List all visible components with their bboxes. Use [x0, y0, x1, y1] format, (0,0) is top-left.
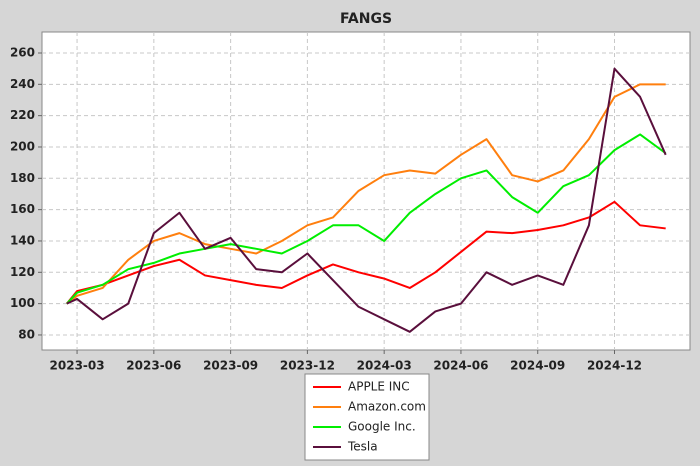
y-tick-label: 260 [10, 45, 35, 59]
y-tick-label: 220 [10, 108, 35, 122]
chart-title: FANGS [340, 11, 392, 27]
y-tick-label: 120 [10, 265, 35, 279]
legend-label: Tesla [347, 440, 378, 454]
legend-label: APPLE INC [348, 380, 410, 394]
y-tick-label: 180 [10, 171, 35, 185]
legend-box [304, 373, 430, 461]
legend-label: Google Inc. [348, 420, 416, 434]
y-tick-label: 140 [10, 233, 35, 247]
y-tick-label: 80 [18, 327, 35, 341]
series-line [66, 67, 667, 333]
series-line [66, 83, 666, 305]
plot-area [41, 31, 691, 351]
legend-label: Amazon.com [348, 400, 426, 414]
x-tick-label: 2024-03 [357, 359, 412, 373]
y-tick-label: 160 [10, 202, 35, 216]
y-tick-label: 240 [10, 77, 35, 91]
y-tick-label: 200 [10, 139, 35, 153]
x-tick-label: 2023-09 [203, 359, 258, 373]
x-tick-label: 2023-12 [280, 359, 335, 373]
x-tick-label: 2023-03 [50, 359, 105, 373]
x-tick-label: 2023-06 [126, 359, 181, 373]
x-tick-label: 2024-09 [510, 359, 565, 373]
x-tick-label: 2024-06 [433, 359, 488, 373]
series-line [66, 200, 666, 305]
series-line [66, 133, 667, 305]
y-tick-label: 100 [10, 296, 35, 310]
x-tick-label: 2024-12 [587, 359, 642, 373]
